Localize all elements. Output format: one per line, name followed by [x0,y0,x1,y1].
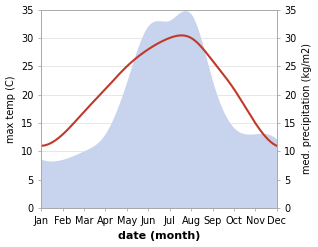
Y-axis label: max temp (C): max temp (C) [5,75,16,143]
Y-axis label: med. precipitation (kg/m2): med. precipitation (kg/m2) [302,43,313,174]
X-axis label: date (month): date (month) [118,231,200,242]
